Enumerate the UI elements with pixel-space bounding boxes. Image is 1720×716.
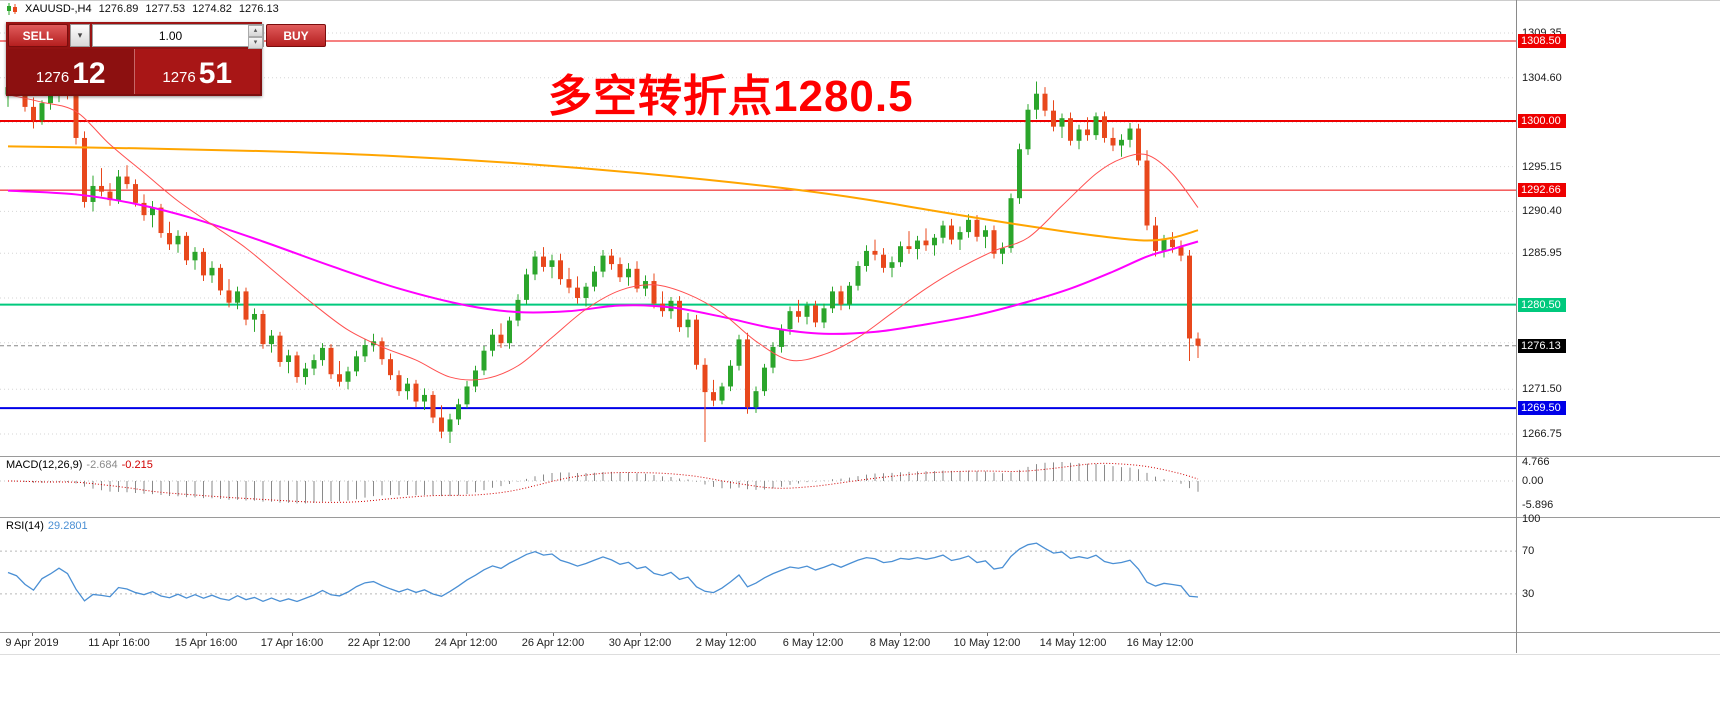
ohlc-low: 1274.82 [192, 3, 232, 15]
ohlc-high: 1277.53 [145, 3, 186, 15]
time-axis-label: 16 May 12:00 [1126, 637, 1194, 649]
macd-histogram [16, 462, 1199, 504]
macd-name: MACD(12,26,9) [6, 459, 83, 471]
price-axis-label: 4.766 [1522, 455, 1550, 468]
window-bottom-border [0, 654, 1720, 655]
rsi-value: 29.2801 [47, 520, 88, 532]
price-badge: 1269.50 [1518, 401, 1566, 416]
time-tick [1160, 633, 1161, 636]
volume-increase-button[interactable]: ▴ [248, 25, 263, 37]
time-tick [900, 633, 901, 636]
ma-medium-magenta [7, 189, 1199, 335]
price-axis-label: 70 [1522, 545, 1535, 558]
price-axis-label: 1295.15 [1522, 160, 1562, 173]
sell-button[interactable]: SELL [8, 24, 68, 47]
price-axis-label: 1285.95 [1522, 247, 1562, 260]
time-axis-label: 9 Apr 2019 [5, 637, 59, 649]
time-tick [987, 633, 988, 636]
time-tick [119, 633, 120, 636]
time-axis-label: 11 Apr 16:00 [88, 637, 150, 649]
sell-price-integer: 1276 [35, 69, 70, 86]
ma-slow-orange [7, 145, 1199, 242]
time-axis-label: 17 Apr 16:00 [260, 637, 324, 649]
time-tick [379, 633, 380, 636]
ma-fast-red [7, 94, 1199, 381]
sell-price-button[interactable]: 1276 12 [8, 49, 134, 94]
ohlc-close: 1276.13 [238, 3, 279, 15]
macd-signal-value: -0.215 [121, 459, 153, 471]
panel-separator-macd[interactable] [0, 456, 1720, 457]
price-axis-label: 100 [1522, 513, 1541, 525]
time-tick [640, 633, 641, 636]
price-axis-label: 1304.60 [1522, 71, 1562, 84]
price-badge: 1276.13 [1518, 338, 1566, 353]
price-badge: 1308.50 [1518, 34, 1566, 48]
ohlc-open: 1276.89 [98, 3, 139, 15]
horizontal-lines [0, 40, 1516, 410]
sell-price-pips: 12 [72, 57, 106, 90]
macd-main-value: -2.684 [86, 459, 118, 471]
time-tick [553, 633, 554, 636]
time-axis-label: 10 May 12:00 [953, 637, 1021, 649]
time-axis[interactable]: 9 Apr 2019 11 Apr 16:00 15 Apr 16:00 17 Apr… [0, 633, 1720, 655]
volume-input[interactable] [93, 25, 248, 46]
time-tick [726, 633, 727, 636]
volume-dropdown-button[interactable]: ▾ [70, 24, 90, 47]
time-axis-label: 22 Apr 12:00 [347, 637, 411, 649]
one-click-trading-panel: SELL ▾ ▴ ▾ BUY 1276 12 1276 51 [6, 22, 326, 96]
rsi-label: RSI(14) 29.2801 [6, 520, 88, 532]
annotation-text: 多空转折点1280.5 [548, 72, 914, 121]
price-axis-label: 1290.40 [1522, 205, 1562, 218]
time-tick [466, 633, 467, 636]
time-axis-label: 14 May 12:00 [1039, 637, 1107, 649]
price-axis-label: 1271.50 [1522, 383, 1562, 396]
time-axis-label: 2 May 12:00 [695, 637, 757, 649]
price-axis-label: -5.896 [1522, 498, 1554, 511]
panel-separator-rsi[interactable] [0, 517, 1720, 518]
candles [5, 77, 1201, 443]
rsi-indicator-chart[interactable] [0, 518, 1720, 632]
buy-price-pips: 51 [198, 57, 233, 90]
symbol-header: XAUUSD-,H4 1276.89 1277.53 1274.82 1276.… [6, 3, 279, 15]
macd-label: MACD(12,26,9) -2.684 -0.215 [6, 459, 153, 471]
time-axis-label: 30 Apr 12:00 [608, 637, 672, 649]
price-axis-label: 0.00 [1522, 475, 1544, 487]
price-badge: 1300.00 [1518, 114, 1566, 128]
time-tick [292, 633, 293, 636]
buy-button[interactable]: BUY [266, 24, 326, 47]
price-axis[interactable]: 1309.35 1304.60 1295.15 1290.40 1285.95 1271.… [1516, 0, 1720, 653]
buy-price-integer: 1276 [162, 69, 196, 86]
volume-decrease-button[interactable]: ▾ [248, 37, 263, 49]
volume-field: ▴ ▾ [92, 24, 264, 49]
price-chart[interactable] [0, 0, 1720, 456]
time-axis-label: 15 Apr 16:00 [174, 637, 238, 649]
symbol-timeframe: XAUUSD-,H4 [25, 3, 92, 15]
time-axis-label: 8 May 12:00 [869, 637, 931, 649]
time-tick [813, 633, 814, 636]
time-tick [32, 633, 33, 636]
time-tick [1073, 633, 1074, 636]
time-axis-separator [0, 632, 1720, 633]
price-badge: 1280.50 [1518, 297, 1566, 312]
price-axis-border [1516, 0, 1517, 653]
rsi-line [7, 542, 1199, 603]
time-tick [206, 633, 207, 636]
candlestick-icon [7, 3, 17, 15]
time-axis-label: 26 Apr 12:00 [521, 637, 585, 649]
window-top-border [0, 0, 1720, 1]
price-axis-label: 1266.75 [1522, 427, 1562, 440]
macd-indicator-chart[interactable] [0, 457, 1720, 517]
time-axis-label: 6 May 12:00 [782, 637, 844, 649]
price-badge: 1292.66 [1518, 183, 1566, 198]
price-axis-label: 30 [1522, 587, 1535, 600]
buy-price-button[interactable]: 1276 51 [133, 49, 260, 94]
rsi-name: RSI(14) [6, 520, 44, 532]
time-axis-label: 24 Apr 12:00 [434, 637, 498, 649]
